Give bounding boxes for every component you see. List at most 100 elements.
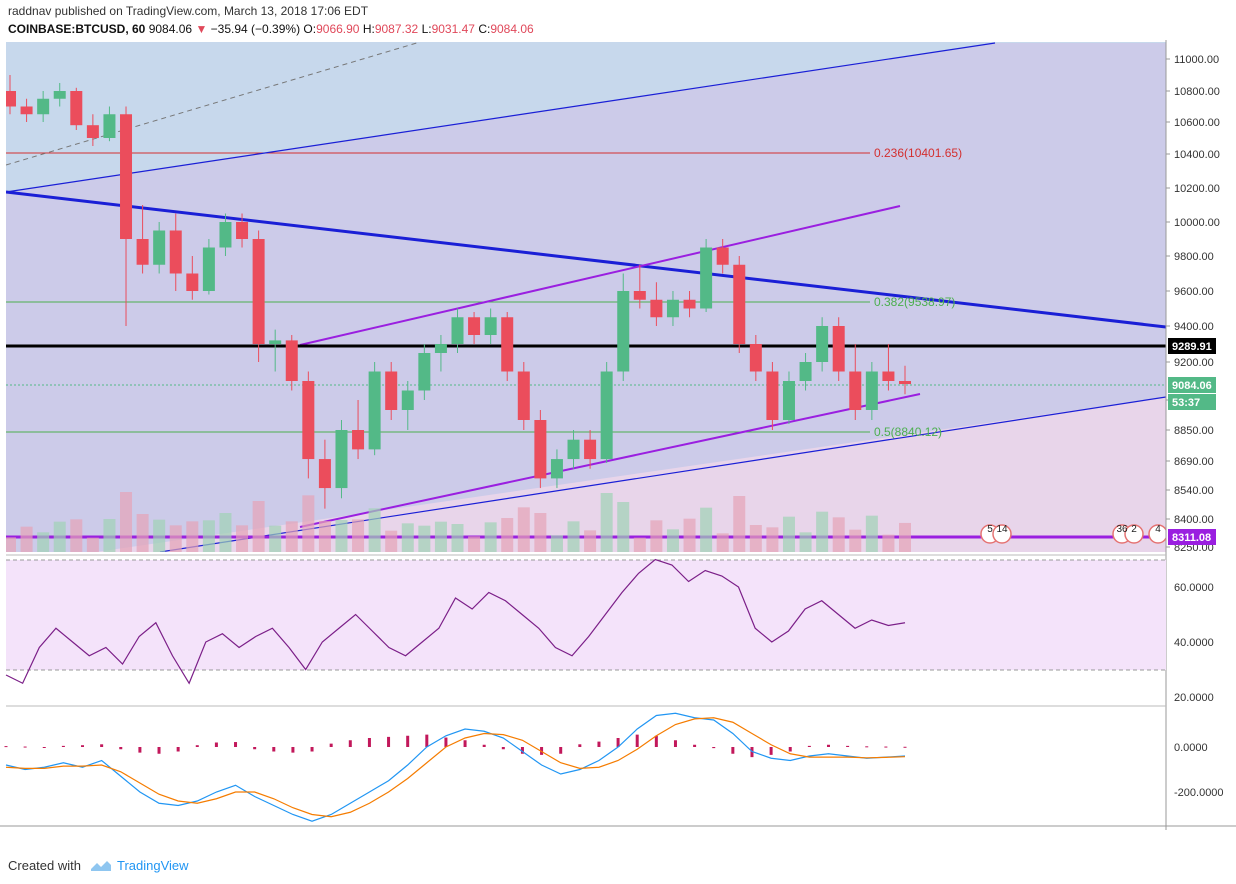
candle: [567, 430, 580, 469]
candle: [86, 114, 99, 146]
macd-histogram-bar: [157, 747, 161, 754]
candle-body: [302, 381, 315, 460]
candle: [882, 344, 895, 391]
macd-histogram-bar: [329, 743, 333, 747]
price-tag-countdown-bg: [1168, 394, 1216, 410]
footer-brand[interactable]: TradingView: [116, 858, 189, 873]
candle: [749, 335, 762, 381]
candle-body: [169, 230, 182, 274]
candle: [37, 91, 50, 122]
volume-bar: [865, 515, 878, 552]
volume-bar: [285, 521, 298, 552]
volume-bar: [534, 513, 547, 552]
price-tag-resistance: 9289.91: [1172, 341, 1212, 353]
macd-histogram-bar: [482, 744, 486, 747]
low-value: 9031.47: [431, 22, 475, 36]
volume-bar: [53, 521, 66, 552]
candle: [318, 439, 331, 509]
macd-histogram-bar: [81, 745, 85, 747]
candle-body: [633, 291, 646, 300]
fib-label-0.236: 0.236(10401.65): [874, 146, 962, 160]
candle: [236, 213, 249, 248]
candle: [202, 239, 215, 295]
volume-bar: [484, 522, 497, 552]
event-count-label: 36: [1116, 524, 1128, 535]
high-value: 9087.32: [374, 22, 419, 36]
price-axis-label: 9400.00: [1174, 321, 1214, 333]
macd-histogram-bar: [559, 747, 563, 754]
volume-bar: [186, 521, 199, 552]
volume-bar: [683, 518, 696, 552]
candle-body: [219, 222, 232, 248]
candle: [484, 308, 497, 344]
candle: [650, 282, 663, 326]
macd-histogram-bar: [788, 747, 792, 752]
candle: [782, 371, 795, 424]
candle-body: [749, 344, 762, 372]
candle: [550, 449, 563, 489]
candle-body: [385, 371, 398, 410]
macd-histogram-bar: [673, 740, 677, 747]
volume-bar: [550, 535, 563, 552]
candle: [832, 317, 845, 381]
event-count-label: 4: [1155, 524, 1161, 535]
macd-histogram-bar: [884, 746, 888, 748]
candle: [186, 256, 199, 300]
candle-body: [6, 91, 16, 107]
candle-body: [20, 106, 33, 115]
lower-channel-fill: [6, 397, 1166, 552]
price-tag-last: 9084.06: [1172, 380, 1212, 392]
macd-histogram-bar: [119, 747, 123, 750]
candle-body: [700, 247, 713, 309]
candle: [633, 264, 646, 309]
candle-body: [53, 91, 66, 99]
channel-upper-line: [299, 205, 901, 346]
volume-bar: [749, 525, 762, 552]
macd-histogram-bar: [463, 740, 467, 747]
price-axis-label: 8400.00: [1174, 514, 1214, 526]
candle-body: [650, 299, 663, 318]
candle: [136, 205, 149, 274]
candle-body: [186, 273, 199, 291]
candle-body: [600, 371, 613, 460]
macd-histogram-bar: [693, 744, 697, 747]
volume-bar: [401, 523, 414, 552]
candle-body: [318, 459, 331, 489]
candle-body: [816, 326, 829, 362]
volume-bar: [269, 525, 282, 552]
macd-histogram-bar: [42, 747, 46, 748]
volume-bar: [368, 508, 381, 552]
candle: [418, 344, 431, 400]
volume-bar: [120, 492, 133, 552]
volume-bar: [733, 496, 746, 552]
candle-body: [269, 340, 282, 344]
candle: [6, 75, 16, 115]
chart-canvas[interactable]: 0.236(10401.65) 0.382(9538.97) 0.5(8840.12…: [0, 40, 1236, 830]
candle: [352, 400, 365, 460]
candle-body: [401, 390, 414, 410]
candle-body: [335, 430, 348, 489]
event-marker-icon: [1124, 524, 1144, 544]
channel-lower-line: [299, 393, 921, 528]
price-change: −35.94 (−0.39%): [210, 22, 301, 36]
candle-body: [550, 459, 563, 479]
author-name[interactable]: raddnav: [8, 4, 52, 18]
candle-body: [368, 371, 381, 450]
macd-histogram-bar: [310, 747, 314, 752]
macd-histogram-bar: [138, 747, 142, 753]
last-price: 9084.06: [148, 22, 193, 36]
macd-histogram-bar: [520, 747, 524, 754]
macd-histogram-bar: [826, 744, 830, 747]
macd-histogram-bar: [807, 745, 811, 747]
candle-body: [782, 381, 795, 420]
candle-body: [567, 439, 580, 460]
main-pane: [6, 42, 1166, 552]
macd-histogram-bar: [846, 745, 850, 747]
candle-body: [865, 371, 878, 410]
candle: [103, 106, 116, 142]
volume-bar: [650, 520, 663, 552]
candle-body: [534, 420, 547, 479]
candle: [666, 291, 679, 326]
volume-bar: [782, 516, 795, 552]
candle-body: [484, 317, 497, 335]
